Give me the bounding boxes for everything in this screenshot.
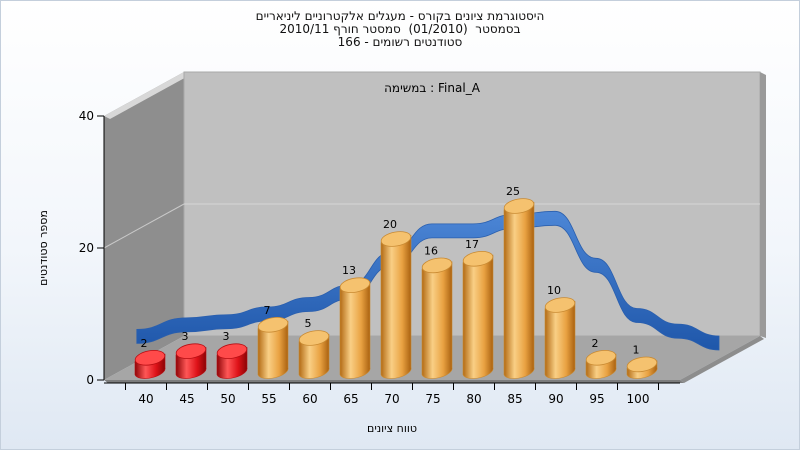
y-tick-label: 0 <box>86 373 94 387</box>
x-axis-title: טווח ציונים <box>367 422 417 435</box>
x-tick-label: 55 <box>261 392 276 406</box>
bar <box>503 198 535 379</box>
bar-cap <box>626 356 658 373</box>
bar-cap <box>544 297 576 313</box>
bar-body <box>380 234 412 379</box>
bar-value-label: 16 <box>424 244 438 257</box>
bar <box>134 350 166 379</box>
bar-cap <box>175 343 207 359</box>
bar-cap <box>339 277 371 293</box>
title-line-2: בסמסטר (01/2010) סמסטר חורף 2010/11 <box>279 22 521 36</box>
bar-value-label: 3 <box>182 330 189 343</box>
bar-value-label: 7 <box>264 304 271 317</box>
chart-title: היסטוגרמת ציונים בקורס - מעגלים אלקטרוני… <box>0 10 800 49</box>
bar-cap <box>298 330 330 346</box>
bar <box>339 277 371 379</box>
bar-value-label: 1 <box>633 343 640 356</box>
floor-right-edge <box>680 336 764 383</box>
bar-value-label: 5 <box>305 317 312 330</box>
gridline-side <box>103 203 185 249</box>
bar <box>257 317 289 379</box>
bar-cap <box>585 350 617 366</box>
bar-value-label: 3 <box>223 330 230 343</box>
back-wall-right-edge <box>760 72 766 338</box>
y-axis-title: מספר סטודנטים <box>37 210 50 286</box>
title-line-3: סטודנטים רשומים - 166 <box>337 35 463 49</box>
bar-value-label: 13 <box>342 264 356 277</box>
bar <box>216 343 248 379</box>
bar-value-label: 2 <box>592 337 599 350</box>
bar-body <box>257 320 289 379</box>
x-tick-label: 40 <box>138 392 153 406</box>
bar-cap <box>462 251 494 267</box>
x-tick-label: 45 <box>179 392 194 406</box>
bar <box>175 343 207 379</box>
x-tick-label: 70 <box>384 392 399 406</box>
bar-body <box>421 261 453 379</box>
x-tick-label: 65 <box>343 392 358 406</box>
chart-annotation: במשימה : Final_A <box>384 81 481 95</box>
bar-body <box>462 254 494 379</box>
y-tick-label: 20 <box>79 241 94 255</box>
x-tick-label: 80 <box>466 392 481 406</box>
x-tick-label: 100 <box>627 392 650 406</box>
bar-cap <box>503 198 535 214</box>
bar-body <box>544 300 576 379</box>
x-axis: 40 45 50 55 60 65 70 75 80 85 90 95 100 <box>104 382 680 406</box>
gridlines <box>103 203 760 249</box>
bar-cap <box>257 317 289 333</box>
bar <box>298 330 330 379</box>
bar <box>544 297 576 379</box>
bar-body <box>503 201 535 379</box>
bar-value-label: 2 <box>141 337 148 350</box>
title-line-1: היסטוגרמת ציונים בקורס - מעגלים אלקטרוני… <box>255 9 545 23</box>
bar <box>380 231 412 379</box>
bar <box>462 251 494 379</box>
x-tick-label: 90 <box>548 392 563 406</box>
y-axis: 0 20 40 <box>79 109 105 387</box>
side-wall-top-edge <box>104 72 190 119</box>
x-tick-label: 75 <box>425 392 440 406</box>
bar-value-label: 10 <box>547 284 561 297</box>
x-tick-label: 95 <box>589 392 604 406</box>
bar-body <box>339 281 371 379</box>
bar-cap <box>216 343 248 359</box>
x-tick-label: 50 <box>220 392 235 406</box>
x-tick-label: 85 <box>507 392 522 406</box>
bar-cap <box>421 257 453 274</box>
bar-value-label: 17 <box>465 238 479 251</box>
bars <box>134 198 658 379</box>
bar-cap <box>134 350 166 366</box>
bar <box>585 350 617 379</box>
bar-value-label: 20 <box>383 218 397 231</box>
y-tick-label: 40 <box>79 109 94 123</box>
x-tick-label: 60 <box>302 392 317 406</box>
bar-value-label: 25 <box>506 185 520 198</box>
bar <box>421 257 453 379</box>
floor-front-edge <box>104 380 684 383</box>
bar-cap <box>380 231 412 247</box>
data-labels: 2 3 3 7 5 13 20 16 17 25 10 2 1 <box>141 185 640 356</box>
bar <box>626 356 658 379</box>
